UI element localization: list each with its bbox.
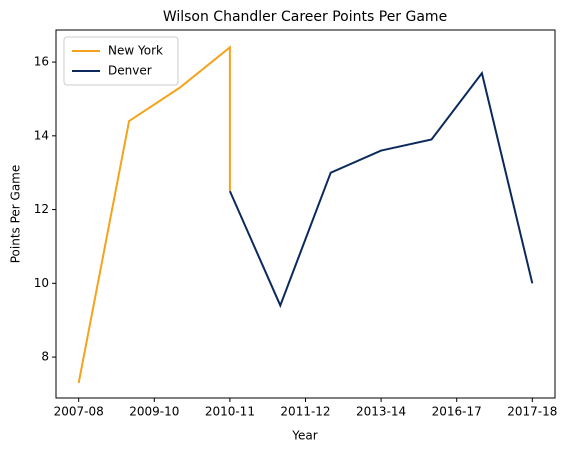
x-tick-label: 2016-17	[432, 405, 482, 419]
line	[77, 45, 231, 384]
legend-box	[63, 36, 179, 86]
x-tick-label: 2017-18	[507, 405, 557, 419]
x-axis-label: Year	[291, 429, 317, 443]
y-tick-label: 14	[34, 128, 49, 142]
x-tick-label: 2010-11	[205, 405, 255, 419]
y-tick-label: 8	[41, 350, 49, 364]
x-tick-label: 2007-08	[54, 405, 104, 419]
x-tick-label: 2011-12	[280, 405, 330, 419]
y-tick-label: 12	[34, 202, 49, 216]
y-axis-label: Points Per Game	[9, 165, 23, 264]
y-tick-label: 10	[34, 276, 49, 290]
plot-frame	[55, 29, 556, 399]
legend-label: Denver	[108, 64, 152, 78]
legend-label: New York	[108, 44, 163, 58]
line	[228, 70, 534, 309]
chart-title: Wilson Chandler Career Points Per Game	[163, 9, 447, 25]
x-tick-label: 2009-10	[129, 405, 179, 419]
y-tick-label: 16	[34, 55, 49, 69]
x-tick-label: 2013-14	[356, 405, 406, 419]
